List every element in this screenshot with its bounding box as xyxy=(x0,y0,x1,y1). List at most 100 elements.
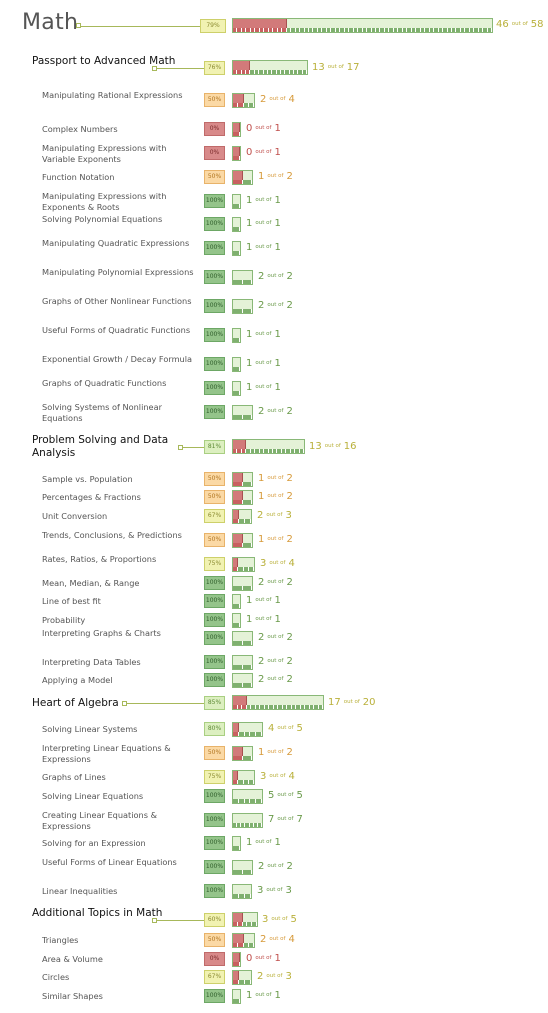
section-problem-solving-and-data-analysis-percent-tag: 81% xyxy=(204,440,225,454)
section-heart-of-algebra-node xyxy=(122,701,127,706)
topic-graphs-of-quadratic-functions-label[interactable]: Graphs of Quadratic Functions xyxy=(42,378,167,388)
section-problem-solving-and-data-analysis-connector xyxy=(183,447,204,448)
topic-sample-vs-population-label[interactable]: Sample vs. Population xyxy=(42,474,133,484)
topic-solving-systems-of-nonlinear-equations-label[interactable]: Solving Systems of Nonlinear Equations xyxy=(42,402,162,423)
question-segment xyxy=(243,567,249,571)
topic-complex-numbers-progress-bar xyxy=(232,122,241,137)
topic-manipulating-rational-expressions-label[interactable]: Manipulating Rational Expressions xyxy=(42,90,183,100)
topic-complex-numbers-label[interactable]: Complex Numbers xyxy=(42,124,118,134)
topic-percentages-fractions-progress-bar-wrong-fill xyxy=(233,491,243,500)
section-additional-topics-in-math-node xyxy=(152,918,157,923)
out-of-label: out of xyxy=(269,935,286,942)
topic-unit-conversion-progress-bar-question-segments xyxy=(233,519,251,523)
topic-creating-linear-equations-expressions-label[interactable]: Creating Linear Equations & Expressions xyxy=(42,810,157,831)
topic-solving-linear-equations-label[interactable]: Solving Linear Equations xyxy=(42,791,144,801)
topic-graphs-of-quadratic-functions-progress-bar-question-segments xyxy=(233,391,240,395)
topic-linear-inequalities-label[interactable]: Linear Inequalities xyxy=(42,886,118,896)
topic-percentages-fractions-label[interactable]: Percentages & Fractions xyxy=(42,492,141,502)
done-count: 1 xyxy=(246,242,253,253)
question-segment xyxy=(255,28,260,32)
question-segment xyxy=(233,251,240,255)
section-passport-to-advanced-math-count: 13 out of 17 xyxy=(312,62,360,73)
topic-creating-linear-equations-expressions-percent-tag: 100% xyxy=(204,813,225,827)
topic-similar-shapes-label[interactable]: Similar Shapes xyxy=(42,991,103,1001)
topic-area-volume-count: 0 out of 1 xyxy=(246,953,281,964)
section-problem-solving-and-data-analysis-node xyxy=(178,445,183,450)
total-count: 1 xyxy=(274,614,281,625)
topic-solving-for-an-expression-progress-bar xyxy=(232,836,241,851)
section-heart-of-algebra-percent-tag: 85% xyxy=(204,696,225,710)
topic-useful-forms-of-linear-equations-label[interactable]: Useful Forms of Linear Equations xyxy=(42,857,177,867)
topic-solving-for-an-expression-label[interactable]: Solving for an Expression xyxy=(42,838,146,848)
question-segment xyxy=(242,641,252,645)
topic-manipulating-expressions-with-exponents-roots-label[interactable]: Manipulating Expressions with Exponents … xyxy=(42,191,167,212)
done-count: 0 xyxy=(246,123,253,134)
topic-graphs-of-lines-progress-bar-question-segments xyxy=(233,780,254,784)
question-segment xyxy=(233,999,240,1003)
topic-interpreting-linear-equations-expressions-label[interactable]: Interpreting Linear Equations & Expressi… xyxy=(42,743,171,764)
topic-exponential-growth-decay-formula-label[interactable]: Exponential Growth / Decay Formula xyxy=(42,354,193,364)
question-segment xyxy=(298,70,303,74)
question-segment xyxy=(248,567,254,571)
section-additional-topics-in-math-title[interactable]: Additional Topics in Math xyxy=(32,907,163,919)
topic-interpreting-data-tables-label[interactable]: Interpreting Data Tables xyxy=(42,657,141,667)
out-of-label: out of xyxy=(267,748,284,755)
question-segment xyxy=(259,28,265,32)
section-heart-of-algebra-title[interactable]: Heart of Algebra xyxy=(32,697,119,709)
topic-applying-a-model-percent-tag: 100% xyxy=(204,673,225,687)
topic-manipulating-expressions-with-variable-exponents-label[interactable]: Manipulating Expressions with Variable E… xyxy=(42,143,167,164)
topic-solving-systems-of-nonlinear-equations-progress-bar xyxy=(232,405,253,420)
question-segment xyxy=(252,922,257,926)
topic-interpreting-data-tables-progress-bar-question-segments xyxy=(233,665,252,669)
topic-rates-ratios-proportions-label[interactable]: Rates, Ratios, & Proportions xyxy=(42,554,157,564)
done-count: 2 xyxy=(258,300,265,311)
question-segment xyxy=(254,70,260,74)
topic-triangles-label[interactable]: Triangles xyxy=(42,935,79,945)
topic-unit-conversion-label[interactable]: Unit Conversion xyxy=(42,511,108,521)
question-segment xyxy=(245,894,251,898)
section-problem-solving-and-data-analysis-title[interactable]: Problem Solving and Data Analysis xyxy=(32,434,169,459)
done-count: 3 xyxy=(262,914,269,925)
topic-trends-conclusions-predictions-label[interactable]: Trends, Conclusions, & Predictions xyxy=(42,530,182,540)
topic-area-volume-label[interactable]: Area & Volume xyxy=(42,954,103,964)
topic-manipulating-quadratic-expressions-label[interactable]: Manipulating Quadratic Expressions xyxy=(42,238,190,248)
topic-useful-forms-of-quadratic-functions-label[interactable]: Useful Forms of Quadratic Functions xyxy=(42,325,191,335)
done-count: 1 xyxy=(246,614,253,625)
question-segment xyxy=(233,482,243,486)
topic-solving-for-an-expression-percent-tag: 100% xyxy=(204,836,225,850)
question-segment xyxy=(294,70,299,74)
question-segment xyxy=(434,28,439,32)
topic-manipulating-polynomial-expressions-label[interactable]: Manipulating Polynomial Expressions xyxy=(42,267,194,277)
question-segment xyxy=(264,28,269,32)
topic-probability-progress-bar xyxy=(232,613,241,628)
topic-graphs-of-other-nonlinear-functions-label[interactable]: Graphs of Other Nonlinear Functions xyxy=(42,296,192,306)
topic-mean-median-range-label[interactable]: Mean, Median, & Range xyxy=(42,578,140,588)
done-count: 1 xyxy=(258,473,265,484)
topic-line-of-best-fit-label[interactable]: Line of best fit xyxy=(42,596,101,606)
topic-graphs-of-quadratic-functions-progress-bar xyxy=(232,381,241,396)
topic-circles-label[interactable]: Circles xyxy=(42,972,70,982)
question-segment xyxy=(300,28,305,32)
question-segment xyxy=(243,103,249,107)
topic-solving-linear-systems-label[interactable]: Solving Linear Systems xyxy=(42,724,138,734)
section-passport-to-advanced-math-title[interactable]: Passport to Advanced Math xyxy=(32,55,176,67)
question-segment xyxy=(272,70,277,74)
out-of-label: out of xyxy=(255,148,272,155)
topic-interpreting-graphs-charts-label[interactable]: Interpreting Graphs & Charts xyxy=(42,628,161,638)
question-segment xyxy=(248,780,254,784)
question-segment xyxy=(335,28,341,32)
question-segment xyxy=(305,705,310,709)
topic-probability-label[interactable]: Probability xyxy=(42,615,86,625)
done-count: 2 xyxy=(257,971,264,982)
topic-function-notation-label[interactable]: Function Notation xyxy=(42,172,115,182)
topic-graphs-of-lines-label[interactable]: Graphs of Lines xyxy=(42,772,106,782)
topic-rates-ratios-proportions-percent-tag: 75% xyxy=(204,557,225,571)
topic-complex-numbers-progress-bar-question-segments xyxy=(233,132,240,136)
question-segment xyxy=(248,943,254,947)
question-segment xyxy=(233,665,243,669)
topic-solving-polynomial-equations-label[interactable]: Solving Polynomial Equations xyxy=(42,214,163,224)
question-segment xyxy=(255,449,260,453)
topic-solving-linear-equations-count: 5 out of 5 xyxy=(268,790,303,801)
total-count: 1 xyxy=(274,329,281,340)
topic-applying-a-model-label[interactable]: Applying a Model xyxy=(42,675,113,685)
